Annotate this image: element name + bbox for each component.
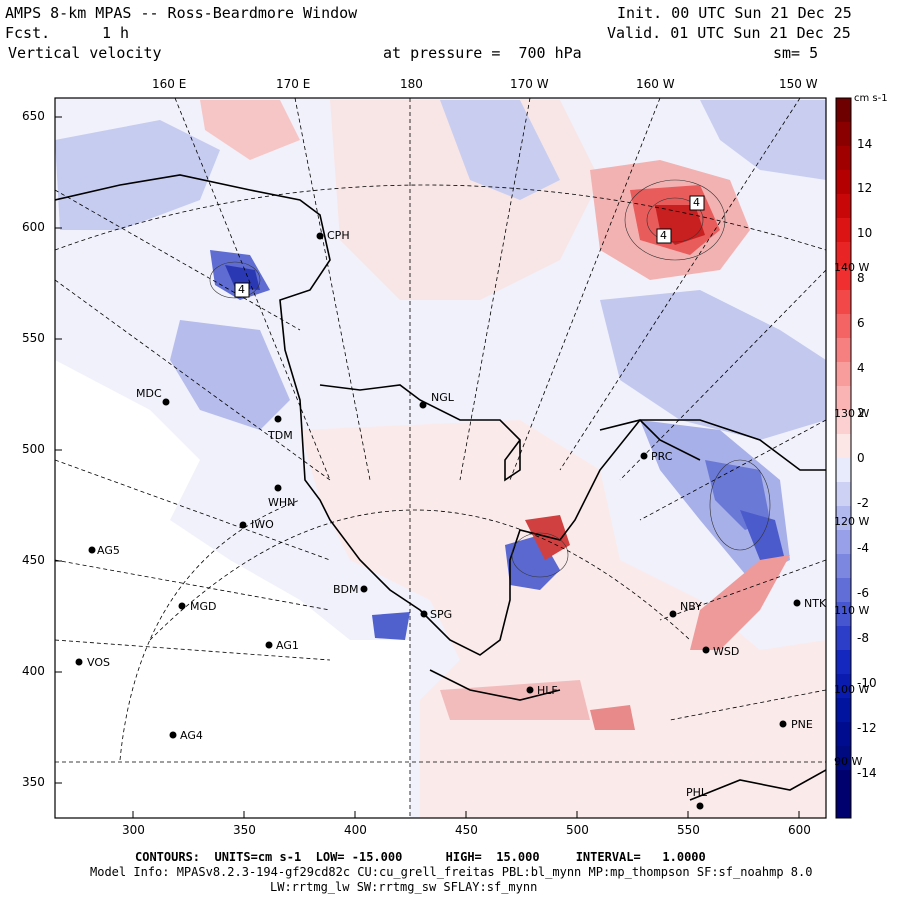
cb-label-6: 6 <box>857 316 865 330</box>
x-tick-550: 550 <box>677 823 700 837</box>
station-ag4: AG4 <box>180 729 203 742</box>
cb-label-2: 2 <box>857 406 865 420</box>
colorbar-units: cm s-1 <box>854 93 888 104</box>
lon-label-170e: 170 E <box>276 77 311 91</box>
x-tick-350: 350 <box>233 823 256 837</box>
smoothing: sm= 5 <box>773 44 819 62</box>
cb-label-m14: -14 <box>857 766 877 780</box>
max-value-3: 4 <box>238 283 245 296</box>
station-pne: PNE <box>791 718 813 731</box>
y-tick-450: 450 <box>22 553 45 567</box>
station-ngl: NGL <box>431 391 454 404</box>
x-tick-500: 500 <box>566 823 589 837</box>
contour-info: CONTOURS: UNITS=cm s-1 LOW= -15.000 HIGH… <box>135 850 706 864</box>
cb-label-14: 14 <box>857 137 873 151</box>
variable-name: Vertical velocity <box>8 44 162 62</box>
cb-label-m6: -6 <box>857 586 869 600</box>
lon-label-140w: 140 W <box>834 261 870 274</box>
max-value-1: 4 <box>693 196 700 209</box>
lon-label-120w: 120 W <box>834 515 870 528</box>
station-spg: SPG <box>430 608 453 621</box>
y-tick-350: 350 <box>22 775 45 789</box>
station-ag5: AG5 <box>97 544 120 557</box>
max-value-2: 4 <box>660 229 667 242</box>
y-tick-550: 550 <box>22 331 45 345</box>
model-info: Model Info: MPASv8.2.3-194-gf29cd82c CU:… <box>90 865 813 879</box>
y-tick-400: 400 <box>22 664 45 678</box>
forecast-value: 1 h <box>102 24 130 42</box>
pressure-level: at pressure = 700 hPa <box>383 44 582 62</box>
y-tick-500: 500 <box>22 442 45 456</box>
model-title: AMPS 8-km MPAS -- Ross-Beardmore Window <box>5 4 358 22</box>
cb-label-m10: -10 <box>857 676 877 690</box>
cb-label-m12: -12 <box>857 721 877 735</box>
x-tick-400: 400 <box>344 823 367 837</box>
cb-label-12: 12 <box>857 181 873 195</box>
station-cph: CPH <box>327 229 350 242</box>
station-dots <box>75 232 801 810</box>
valid-time: Valid. 01 UTC Sun 21 Dec 25 <box>607 24 851 42</box>
cb-label-m4: -4 <box>857 541 869 555</box>
lon-label-130w: 130 W <box>834 407 870 420</box>
lon-label-160w: 160 W <box>636 77 675 91</box>
lon-label-110w: 110 W <box>834 604 870 617</box>
cb-label-8: 8 <box>857 271 865 285</box>
station-iwo: IWO <box>251 518 274 531</box>
y-tick-650: 650 <box>22 109 45 123</box>
station-phl: PHL <box>686 786 708 799</box>
cb-label-m8: -8 <box>857 631 869 645</box>
x-tick-600: 600 <box>788 823 811 837</box>
station-mgd: MGD <box>190 600 217 613</box>
x-tick-300: 300 <box>122 823 145 837</box>
cb-label-4: 4 <box>857 361 865 375</box>
cb-label-0: 0 <box>857 451 865 465</box>
station-hlf: HLF <box>537 684 558 697</box>
lon-label-170w: 170 W <box>510 77 549 91</box>
init-time: Init. 00 UTC Sun 21 Dec 25 <box>617 4 852 22</box>
lon-label-160e: 160 E <box>152 77 187 91</box>
y-tick-600: 600 <box>22 220 45 234</box>
forecast-label: Fcst. <box>5 24 51 42</box>
lon-label-90w: 90 W <box>834 755 863 768</box>
station-mdc: MDC <box>136 387 162 400</box>
lon-label-180: 180 <box>400 77 423 91</box>
station-ntk: NTK <box>804 597 827 610</box>
station-wsd: WSD <box>713 645 740 658</box>
station-prc: PRC <box>651 450 673 463</box>
lon-label-100w: 100 W <box>834 683 870 696</box>
cb-label-10: 10 <box>857 226 873 240</box>
lon-label-150w: 150 W <box>779 77 818 91</box>
map-field <box>55 98 826 818</box>
colorbar <box>835 97 852 819</box>
station-whn: WHN <box>268 496 296 509</box>
station-vos: VOS <box>87 656 110 669</box>
model-info-2: LW:rrtmg_lw SW:rrtmg_sw SFLAY:sf_mynn <box>270 880 538 894</box>
station-ag1: AG1 <box>276 639 299 652</box>
x-tick-450: 450 <box>455 823 478 837</box>
station-nby: NBY <box>680 600 702 613</box>
station-tdm: TDM <box>268 429 293 442</box>
cb-label-m2: -2 <box>857 496 869 510</box>
station-bdm: BDM <box>333 583 359 596</box>
